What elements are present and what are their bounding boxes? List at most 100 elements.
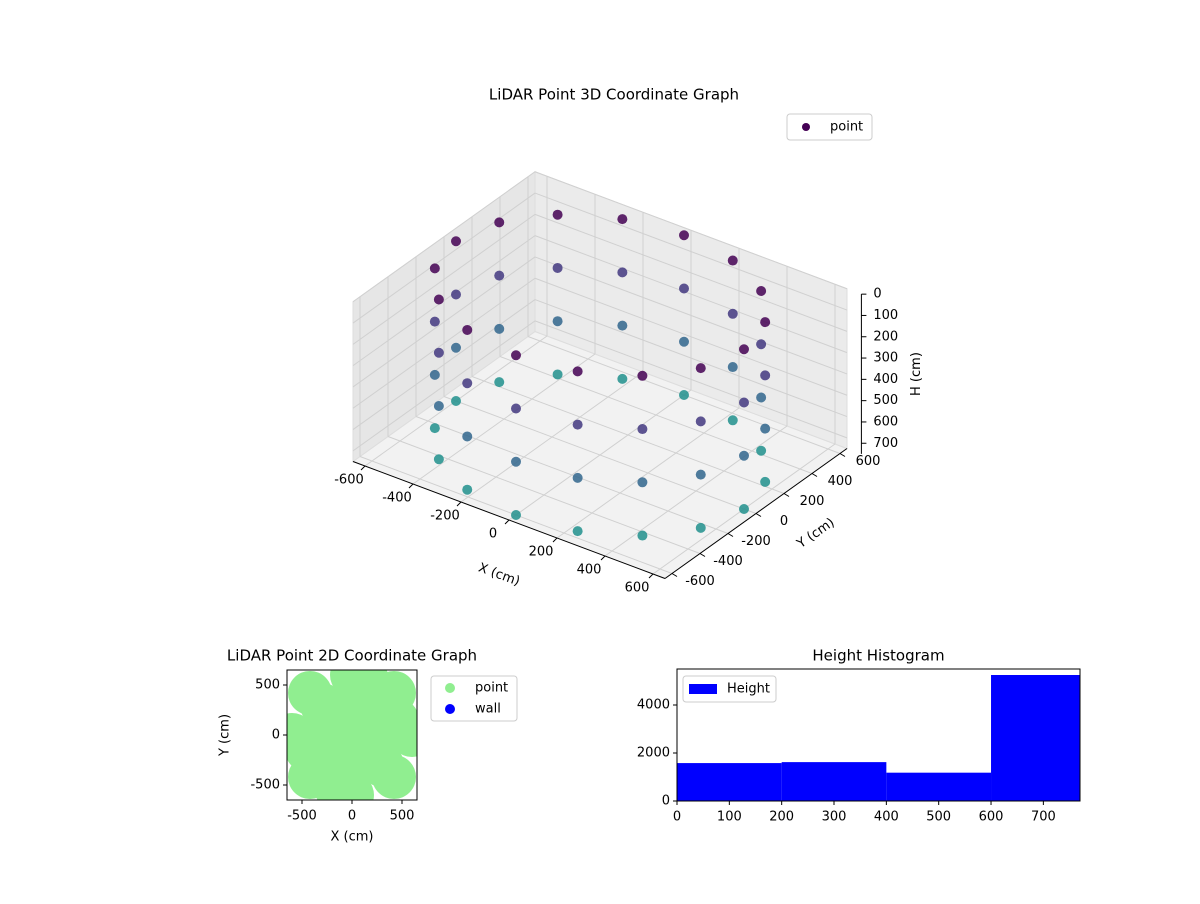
- bar: [991, 675, 1080, 801]
- point: [695, 363, 706, 374]
- point: [494, 217, 505, 228]
- x-tick-label: 500: [390, 809, 415, 824]
- bar: [781, 762, 887, 801]
- y-tick-label: 0: [272, 728, 280, 743]
- grid-line: [352, 256, 536, 388]
- point: [433, 400, 444, 411]
- x-tick-label: 300: [822, 810, 847, 825]
- point: [695, 522, 706, 533]
- point: [727, 415, 738, 426]
- point: [429, 316, 440, 327]
- point: [727, 308, 738, 319]
- grid-line: [471, 376, 785, 494]
- x-tick-label: 200: [769, 810, 794, 825]
- point: [462, 431, 473, 442]
- point: [727, 362, 738, 373]
- point: [494, 323, 505, 334]
- x-tick-label: -600: [334, 473, 364, 488]
- tick-mark: [699, 553, 706, 557]
- point: [345, 670, 389, 702]
- point: [462, 324, 473, 335]
- legend-marker: [802, 123, 810, 131]
- point: [462, 484, 473, 495]
- point: [572, 366, 583, 377]
- grid-line: [443, 396, 757, 514]
- y-axis-label: Y (cm): [794, 515, 838, 552]
- point: [429, 263, 440, 274]
- point: [552, 262, 563, 273]
- tick-mark: [671, 573, 678, 577]
- point: [287, 728, 329, 772]
- point: [552, 209, 563, 220]
- tick-mark: [811, 473, 818, 477]
- point: [494, 377, 505, 388]
- grid-line: [534, 277, 848, 396]
- tick-mark: [456, 501, 462, 507]
- point: [511, 456, 521, 467]
- y-tick-label: 600: [856, 454, 881, 469]
- point: [637, 530, 648, 541]
- tick-mark: [360, 465, 366, 471]
- y-tick-label: 0: [662, 794, 670, 809]
- legend-box: [786, 113, 873, 141]
- grid-line: [534, 213, 848, 332]
- z-tick-label: 400: [873, 372, 898, 387]
- point: [637, 370, 648, 381]
- point: [760, 370, 771, 381]
- point: [552, 369, 563, 380]
- chart-title: LiDAR Point 2D Coordinate Graph: [227, 647, 477, 665]
- point: [372, 755, 416, 799]
- point: [679, 390, 689, 400]
- point: [760, 476, 771, 487]
- grid-line: [352, 235, 536, 367]
- point: [572, 419, 583, 430]
- z-tick-label: 600: [873, 414, 898, 429]
- grid-line: [352, 277, 536, 409]
- grid-line: [534, 235, 848, 354]
- point: [433, 347, 444, 358]
- y-tick-label: 0: [780, 514, 788, 529]
- chart-title: LiDAR Point 3D Coordinate Graph: [489, 86, 739, 104]
- y-tick-label: 4000: [637, 698, 670, 713]
- z-tick-label: 100: [873, 308, 898, 323]
- point: [451, 289, 461, 300]
- x-tick-label: -400: [382, 491, 412, 506]
- point: [739, 450, 749, 461]
- chart-title: Height Histogram: [812, 647, 944, 665]
- point: [760, 317, 771, 328]
- z-tick-label: 500: [873, 393, 898, 408]
- x-tick-label: 400: [874, 810, 899, 825]
- point: [572, 472, 583, 483]
- point: [756, 339, 767, 350]
- x-tick-label: 200: [529, 545, 554, 560]
- point: [315, 768, 359, 800]
- x-axis-label: X (cm): [476, 561, 522, 590]
- point: [572, 526, 583, 537]
- point: [727, 255, 738, 266]
- legend-label: point: [475, 681, 508, 696]
- plot-frame: [676, 668, 1081, 802]
- x-tick-label: 100: [717, 810, 742, 825]
- x-tick-label: -200: [430, 509, 460, 524]
- x-tick-label: 0: [673, 810, 681, 825]
- z-tick-label: 700: [873, 436, 898, 451]
- point: [679, 283, 689, 294]
- grid-line: [534, 299, 848, 418]
- point: [617, 373, 628, 384]
- x-axis: [352, 461, 666, 579]
- x-tick-label: 0: [489, 527, 497, 542]
- y-tick-label: 2000: [637, 746, 670, 761]
- point: [617, 214, 628, 225]
- tick-mark: [648, 573, 654, 579]
- point: [451, 236, 461, 247]
- z-tick-label: 300: [873, 351, 898, 366]
- y-tick-label: -400: [713, 554, 743, 569]
- x-tick-label: 400: [577, 563, 602, 578]
- legend-marker: [445, 704, 455, 714]
- y-tick-label: 500: [255, 678, 280, 693]
- point: [433, 294, 444, 305]
- grid-line: [534, 256, 848, 375]
- y-tick-label: -200: [741, 534, 771, 549]
- point: [433, 454, 444, 465]
